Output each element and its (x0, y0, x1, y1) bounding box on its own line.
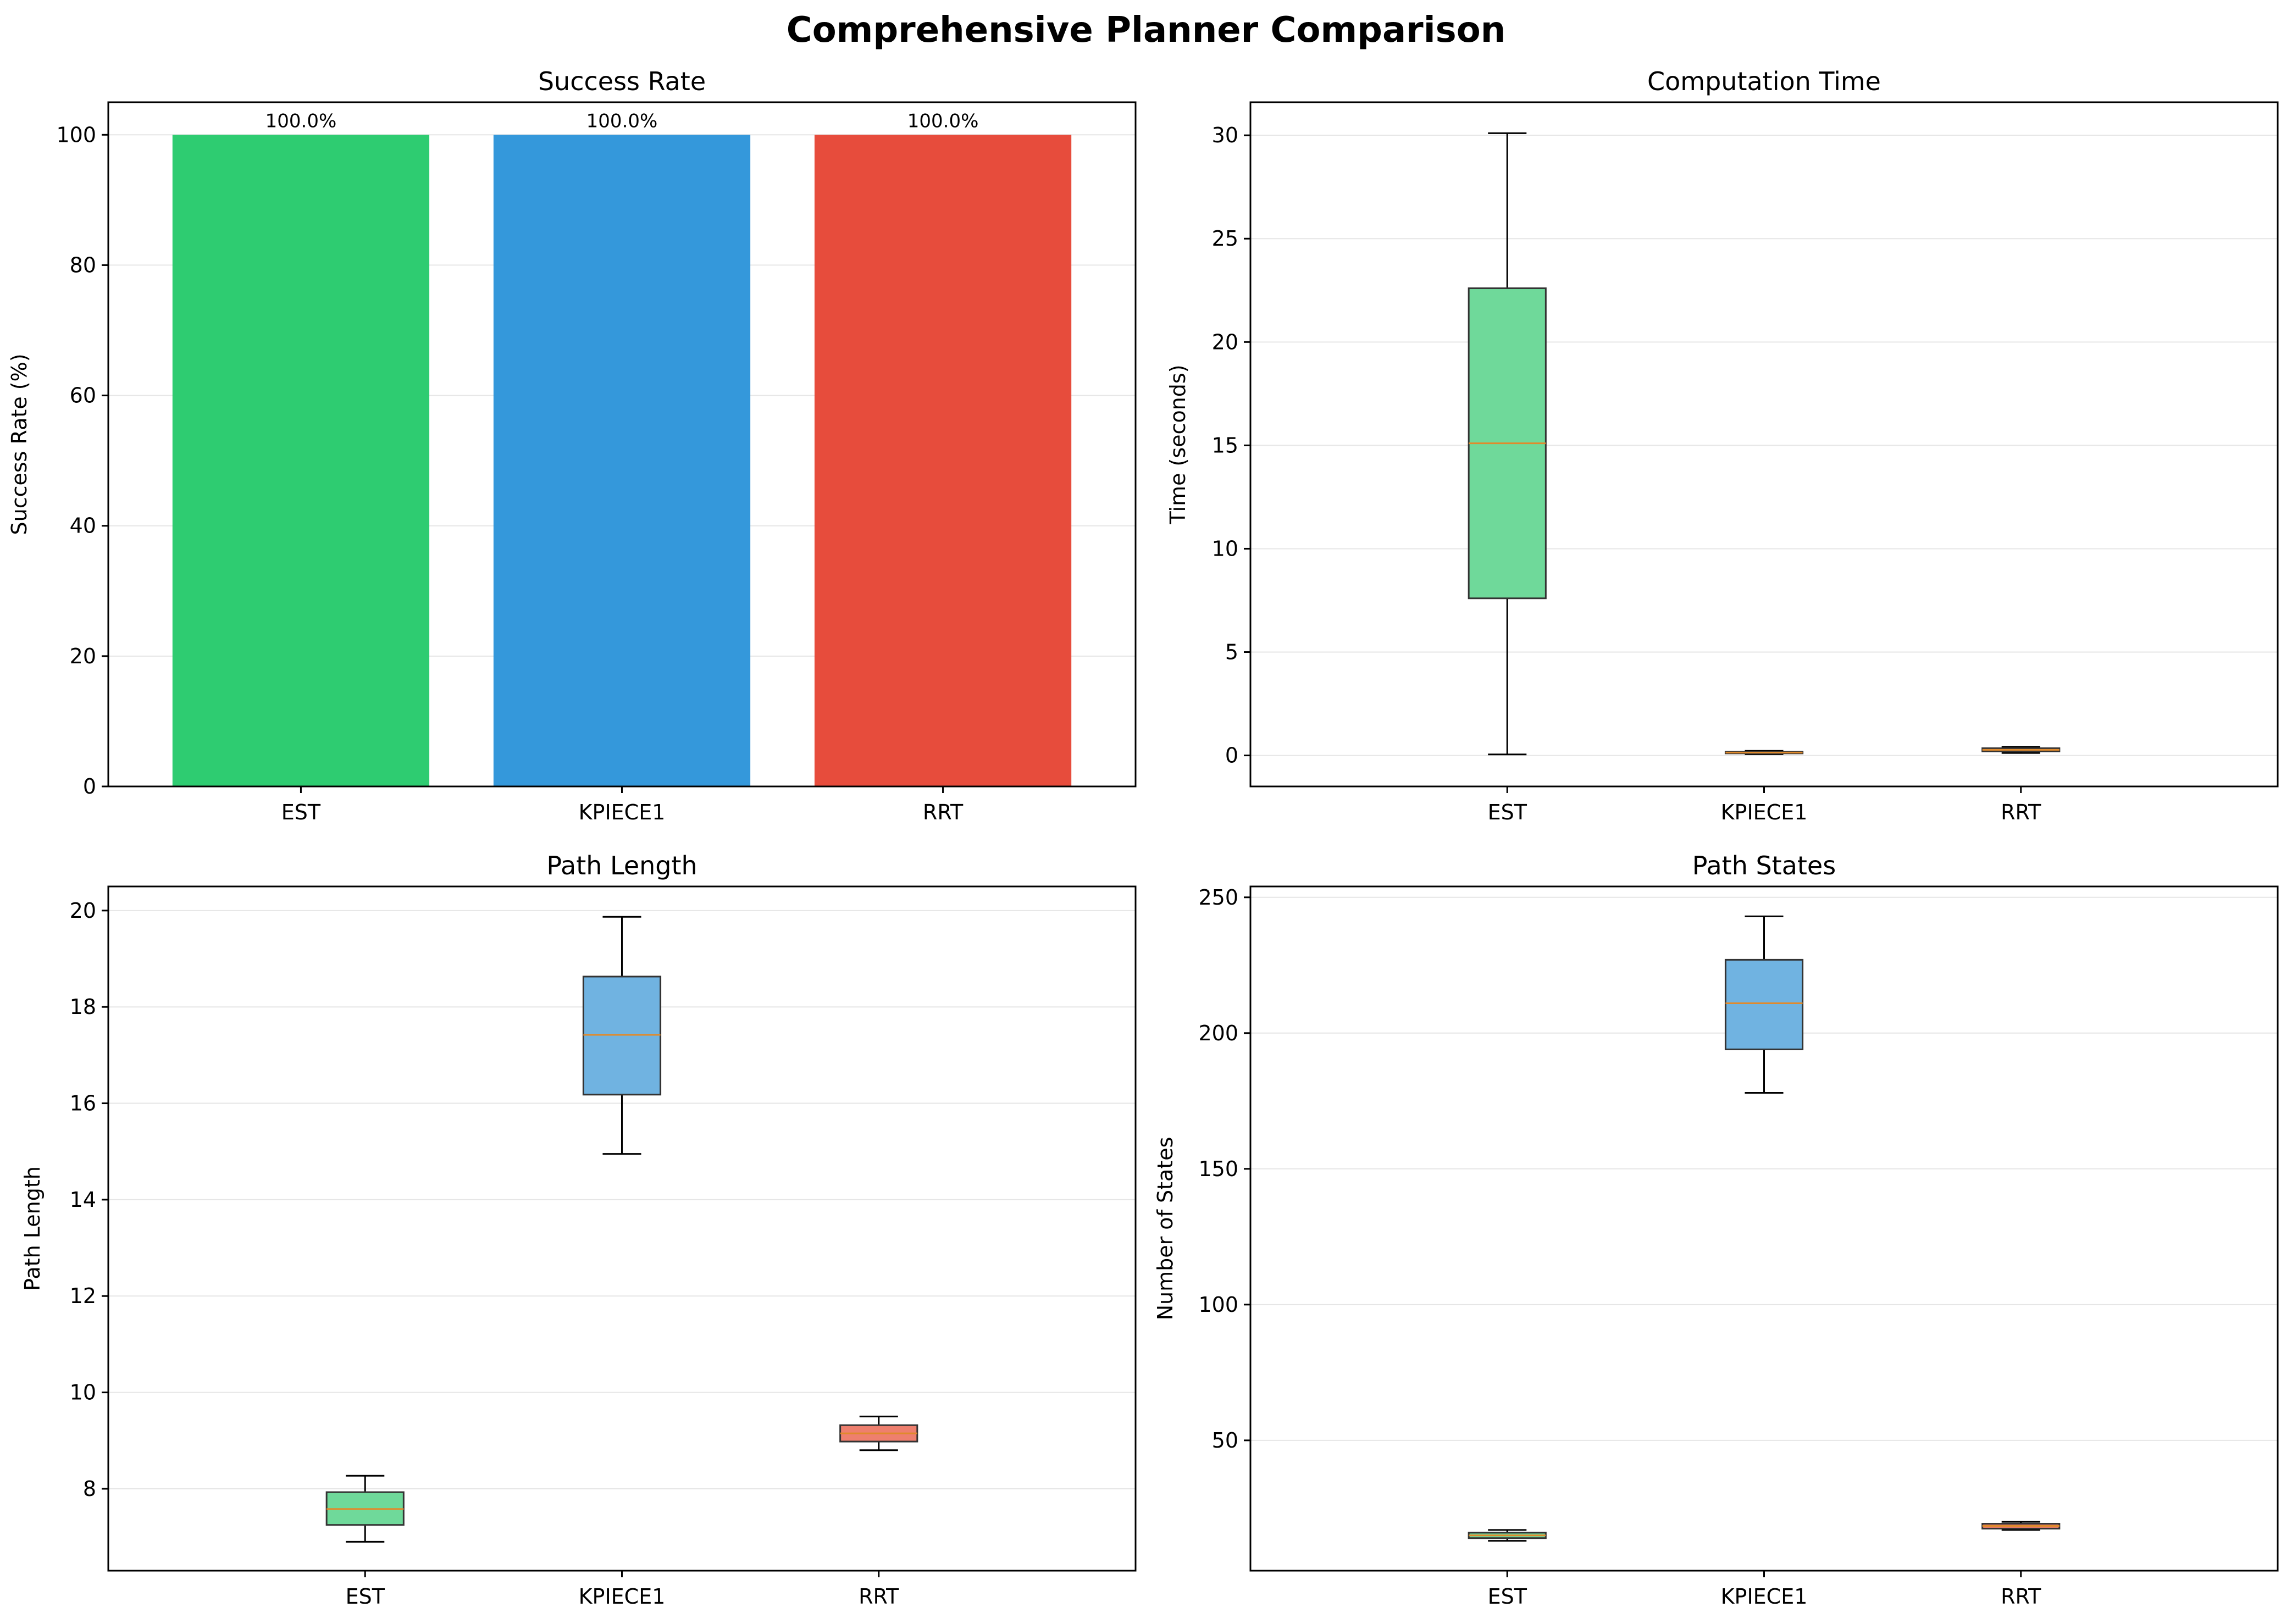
y-tick-label: 10 (1212, 536, 1238, 561)
chart-title: Success Rate (538, 66, 706, 96)
y-tick-label: 10 (70, 1381, 96, 1405)
x-tick-label-est: EST (281, 800, 321, 824)
y-tick-label: 30 (1212, 123, 1238, 147)
y-tick-label: 60 (70, 384, 96, 408)
y-tick-label: 0 (83, 774, 96, 799)
y-tick-label: 20 (70, 644, 96, 668)
y-tick-label: 18 (70, 995, 96, 1019)
y-tick-label: 20 (1212, 330, 1238, 354)
y-tick-label: 0 (1225, 744, 1238, 768)
y-tick-label: 100 (56, 123, 96, 147)
x-tick-label-est: EST (1488, 1584, 1527, 1609)
y-tick-label: 150 (1198, 1157, 1238, 1181)
figure-title: Comprehensive Planner Comparison (786, 10, 1506, 51)
axes-frame (1249, 101, 2279, 788)
x-tick-label-est: EST (346, 1584, 385, 1609)
chart-states: 50 100 150 200 250 EST KPIECE1 RRT Path States Nu… (1153, 851, 2279, 1609)
chart-length: 8 10 12 14 16 18 20 EST KPIECE1 RRT Path Length Pat… (20, 851, 1137, 1609)
y-tick-label: 20 (70, 899, 96, 923)
y-tick-label: 25 (1212, 226, 1238, 251)
data-label-est: 100.0% (265, 110, 337, 132)
y-tick-label: 5 (1225, 640, 1238, 664)
bar-rrt (814, 135, 1072, 786)
x-tick-label-est: EST (1488, 800, 1527, 824)
data-label-rrt: 100.0% (907, 110, 979, 132)
y-axis-label: Time (seconds) (1166, 364, 1190, 524)
y-tick-label: 50 (1212, 1428, 1238, 1453)
y-tick-label: 8 (83, 1477, 96, 1501)
y-tick-label: 40 (70, 514, 96, 538)
x-tick-label-rrt: RRT (2001, 1584, 2041, 1609)
y-tick-label: 12 (70, 1284, 96, 1308)
bar-kpiece1 (493, 135, 751, 786)
x-tick-label-kpiece1: KPIECE1 (1721, 1584, 1808, 1609)
data-label-kpiece1: 100.0% (586, 110, 658, 132)
y-axis-label: Success Rate (%) (7, 353, 31, 535)
x-tick-label-rrt: RRT (923, 800, 964, 824)
chart-title: Path States (1692, 851, 1836, 880)
y-tick-label: 250 (1198, 885, 1238, 910)
y-tick-label: 16 (70, 1091, 96, 1116)
y-axis-label: Number of States (1153, 1137, 1177, 1321)
chart-success: 100.0% 100.0% 100.0% 0 20 40 60 80 100 EST KPIECE1… (7, 66, 1137, 824)
y-axis-label: Path Length (20, 1166, 45, 1291)
box-kpiece1 (1724, 958, 1804, 1050)
y-tick-label: 14 (70, 1188, 96, 1212)
y-tick-label: 200 (1198, 1021, 1238, 1045)
chart-title: Computation Time (1647, 66, 1881, 96)
x-tick-label-rrt: RRT (2001, 800, 2041, 824)
x-tick-label-rrt: RRT (859, 1584, 899, 1609)
chart-title: Path Length (546, 851, 697, 880)
chart-time: 0 5 10 15 20 25 30 EST KPIECE1 RRT Computation Tim… (1166, 66, 2279, 824)
y-tick-label: 100 (1198, 1293, 1238, 1317)
bar-est (172, 135, 430, 786)
x-tick-label-kpiece1: KPIECE1 (579, 800, 666, 824)
x-tick-label-kpiece1: KPIECE1 (579, 1584, 666, 1609)
y-tick-label: 80 (70, 253, 96, 277)
x-tick-label-kpiece1: KPIECE1 (1721, 800, 1808, 824)
y-tick-label: 15 (1212, 433, 1238, 457)
